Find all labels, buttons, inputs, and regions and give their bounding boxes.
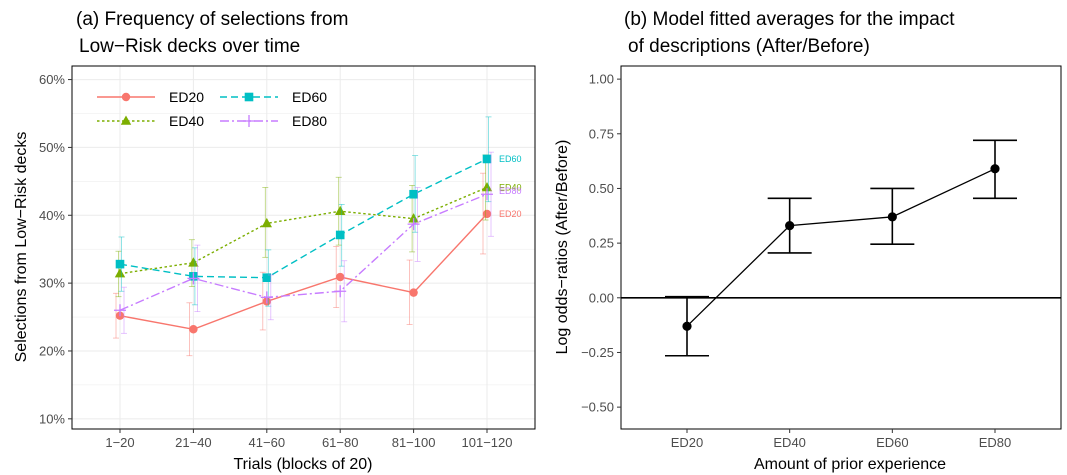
data-point xyxy=(336,272,345,282)
panel-b-series xyxy=(621,139,1061,357)
panel-a-gridlines xyxy=(72,66,535,429)
x-tick-label: ED60 xyxy=(876,435,909,450)
panel-a-title-line-1: (a) Frequency of selections from xyxy=(76,9,348,30)
legend-key-marker xyxy=(121,92,131,102)
y-tick-label: −0.25 xyxy=(581,345,614,360)
y-tick-label: 0.75 xyxy=(589,126,614,141)
x-tick-label: 81−100 xyxy=(392,435,436,450)
legend-label: ED60 xyxy=(292,89,327,105)
y-tick-label: 0.25 xyxy=(589,236,614,251)
end-label-ED60: ED60 xyxy=(499,154,522,164)
series-ED60 xyxy=(115,116,492,307)
x-tick-label: ED80 xyxy=(979,435,1012,450)
legend-key-marker xyxy=(120,115,132,125)
data-point xyxy=(407,218,420,231)
data-point xyxy=(785,221,795,231)
data-point xyxy=(262,273,272,282)
legend-key-marker xyxy=(244,92,254,102)
data-point xyxy=(409,288,418,297)
data-point xyxy=(335,230,345,240)
y-tick-label: 0.00 xyxy=(589,290,614,305)
end-label-ED80: ED80 xyxy=(499,186,522,196)
legend-item-ED40: ED40 xyxy=(97,113,204,129)
data-point xyxy=(481,188,493,201)
data-point xyxy=(260,291,273,304)
y-tick-label: 40% xyxy=(39,208,65,223)
panel-a-frame xyxy=(71,65,536,430)
y-tick-label: 1.00 xyxy=(589,72,614,87)
end-label-ED20: ED20 xyxy=(499,209,522,219)
x-tick-label: 101−120 xyxy=(462,435,513,450)
x-tick-label: 61−80 xyxy=(322,435,359,450)
legend-label: ED20 xyxy=(169,89,204,105)
panel-b-frame xyxy=(620,65,1062,430)
panel-a-y-ticks: 10% 20% 30% 40% 50% 60% xyxy=(39,72,72,426)
panel-b-title-line-2: of descriptions (After/Before) xyxy=(628,36,870,57)
data-point xyxy=(335,205,346,215)
y-tick-label: 20% xyxy=(39,343,65,358)
data-point xyxy=(482,209,492,219)
series-ED80 xyxy=(114,151,494,334)
legend-item-ED80: ED80 xyxy=(220,113,327,129)
x-tick-label: ED40 xyxy=(773,435,806,450)
y-tick-label: −0.50 xyxy=(581,400,614,415)
panel-b-x-ticks: ED20 ED40 ED60 ED80 xyxy=(671,429,1012,450)
data-point xyxy=(261,217,272,228)
data-point xyxy=(114,268,126,278)
legend-item-ED60: ED60 xyxy=(220,89,327,105)
series-line xyxy=(119,193,488,311)
panel-a-x-ticks: 1−20 21−40 41−60 61−80 81−100 101−120 xyxy=(105,429,512,450)
panel-b-y-ticks: −0.50 −0.25 0.00 0.25 0.50 0.75 1.00 xyxy=(581,72,621,415)
panel-a-y-axis-label: Selections from Low−Risk decks xyxy=(13,132,30,363)
x-tick-label: 21−40 xyxy=(175,435,212,450)
panel-b-x-axis-label: Amount of prior experience xyxy=(754,456,946,473)
data-point xyxy=(409,189,418,199)
series-line xyxy=(119,213,488,330)
data-point xyxy=(481,181,493,192)
panel-a-line-chart: (a) Frequency of selections from Low−Ris… xyxy=(13,9,536,473)
panel-a-title-line-2: Low−Risk decks over time xyxy=(79,36,300,57)
data-point xyxy=(990,164,1000,174)
data-point xyxy=(482,154,492,164)
data-point xyxy=(189,325,198,334)
x-tick-label: 1−20 xyxy=(105,435,134,450)
y-tick-label: 0.50 xyxy=(589,181,614,196)
panel-a-series xyxy=(113,116,494,357)
legend-label: ED40 xyxy=(169,113,204,129)
series-line xyxy=(119,186,488,275)
panel-b-y-axis-label: Log odds−ratios (After/Before) xyxy=(554,140,571,355)
data-point xyxy=(334,285,347,298)
panel-b-point-range-chart: (b) Model fitted averages for the impact… xyxy=(554,9,1062,473)
data-point xyxy=(114,304,126,317)
data-point xyxy=(187,272,200,285)
y-tick-label: 60% xyxy=(39,72,65,87)
legend-item-ED20: ED20 xyxy=(97,89,204,105)
x-tick-label: ED20 xyxy=(671,435,704,450)
legend-key-marker xyxy=(243,115,255,127)
data-point xyxy=(188,257,199,267)
panel-a-plot-background xyxy=(72,66,535,429)
data-point xyxy=(887,212,897,222)
connecting-line xyxy=(686,168,996,327)
data-point xyxy=(408,213,419,223)
end-label-ED40: ED40 xyxy=(499,182,522,192)
panel-b-title-line-1: (b) Model fitted averages for the impact xyxy=(624,9,955,30)
x-tick-label: 41−60 xyxy=(249,435,286,450)
panel-a-x-axis-label: Trials (blocks of 20) xyxy=(234,456,373,473)
panel-a-legend: ED20 ED40 ED60 ED80 xyxy=(97,89,327,129)
y-tick-label: 10% xyxy=(39,411,65,426)
y-tick-label: 50% xyxy=(39,140,65,155)
series-line xyxy=(119,158,488,279)
data-point xyxy=(115,259,125,269)
y-tick-label: 30% xyxy=(39,276,65,291)
panel-a-end-labels: ED20 ED40 ED60 ED80 xyxy=(499,154,522,219)
legend-label: ED80 xyxy=(292,113,327,129)
data-point xyxy=(682,321,692,331)
